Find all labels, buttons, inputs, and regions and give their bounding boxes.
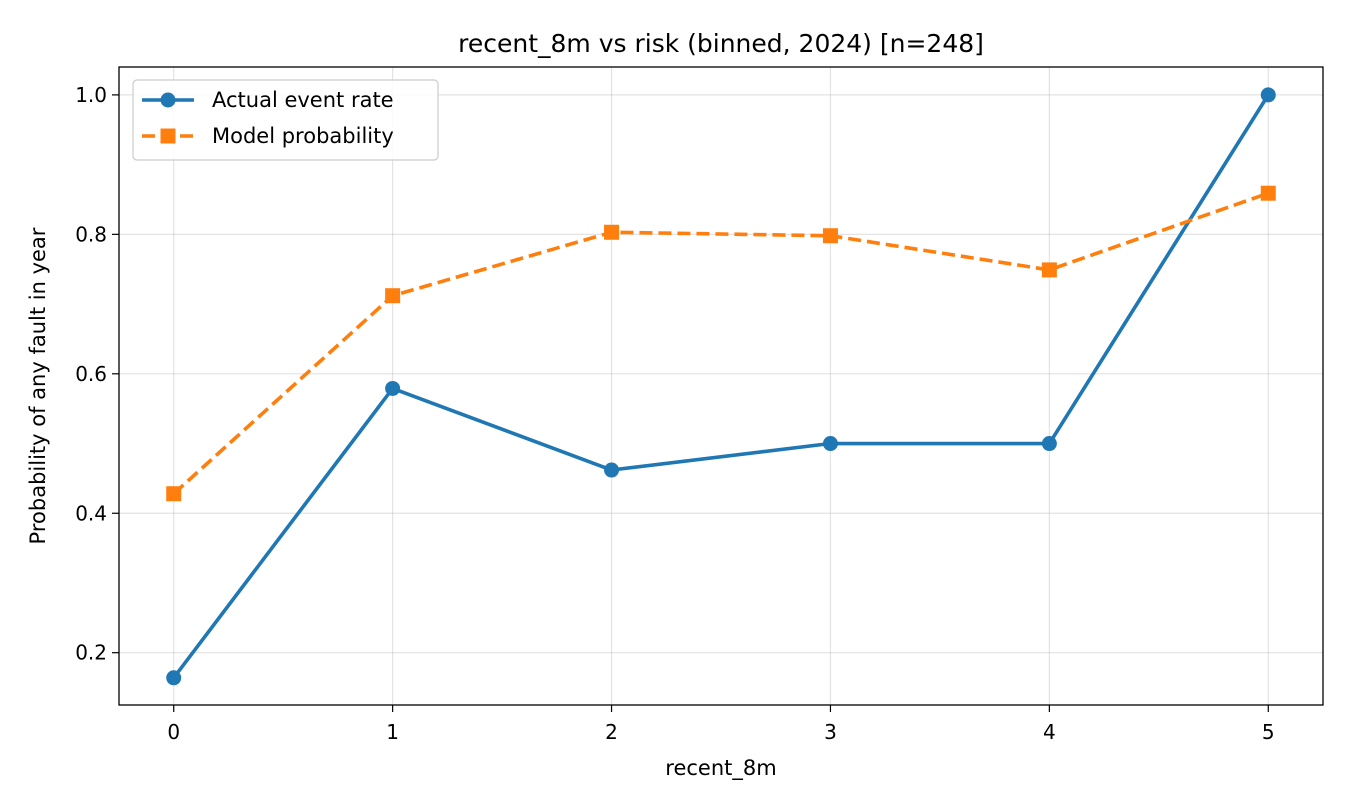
x-axis-label: recent_8m	[665, 756, 776, 781]
x-tick-label: 0	[167, 720, 180, 744]
legend-marker	[160, 128, 176, 144]
series-layer	[166, 87, 1276, 686]
legend-label: Actual event rate	[212, 88, 394, 112]
x-tick-label: 3	[824, 720, 837, 744]
legend: Actual event rate Model probability	[132, 79, 439, 161]
x-tick-label: 5	[1262, 720, 1275, 744]
data-point	[822, 228, 838, 244]
data-point	[1260, 87, 1276, 103]
data-point	[1041, 436, 1057, 452]
y-tick-label: 0.4	[75, 501, 107, 525]
series-2	[166, 185, 1276, 502]
x-axis: 0 1 2 3 4 5	[167, 705, 1275, 744]
chart-title: recent_8m vs risk (binned, 2024) [n=248]	[458, 29, 984, 58]
legend-box	[132, 79, 439, 161]
y-tick-label: 1.0	[75, 83, 107, 107]
data-point	[385, 380, 401, 396]
data-point	[385, 288, 401, 304]
x-tick-label: 4	[1043, 720, 1056, 744]
legend-marker	[160, 92, 176, 108]
data-point	[166, 486, 182, 502]
y-tick-label: 0.6	[75, 362, 107, 386]
data-point	[604, 224, 620, 240]
data-point	[822, 436, 838, 452]
y-tick-label: 0.2	[75, 641, 107, 665]
y-axis: 0.2 0.4 0.6 0.8 1.0	[75, 83, 119, 665]
data-point	[1041, 262, 1057, 278]
data-point	[604, 462, 620, 478]
data-point	[1260, 185, 1276, 201]
y-axis-label: Probability of any fault in year	[26, 227, 50, 544]
series-line	[172, 191, 1269, 496]
data-point	[166, 670, 182, 686]
series-1	[166, 87, 1276, 686]
legend-label: Model probability	[212, 124, 394, 148]
x-tick-label: 1	[386, 720, 399, 744]
x-tick-label: 2	[605, 720, 618, 744]
plot-area-frame	[118, 66, 1324, 706]
y-tick-label: 0.8	[75, 222, 107, 246]
series-line	[172, 93, 1270, 679]
